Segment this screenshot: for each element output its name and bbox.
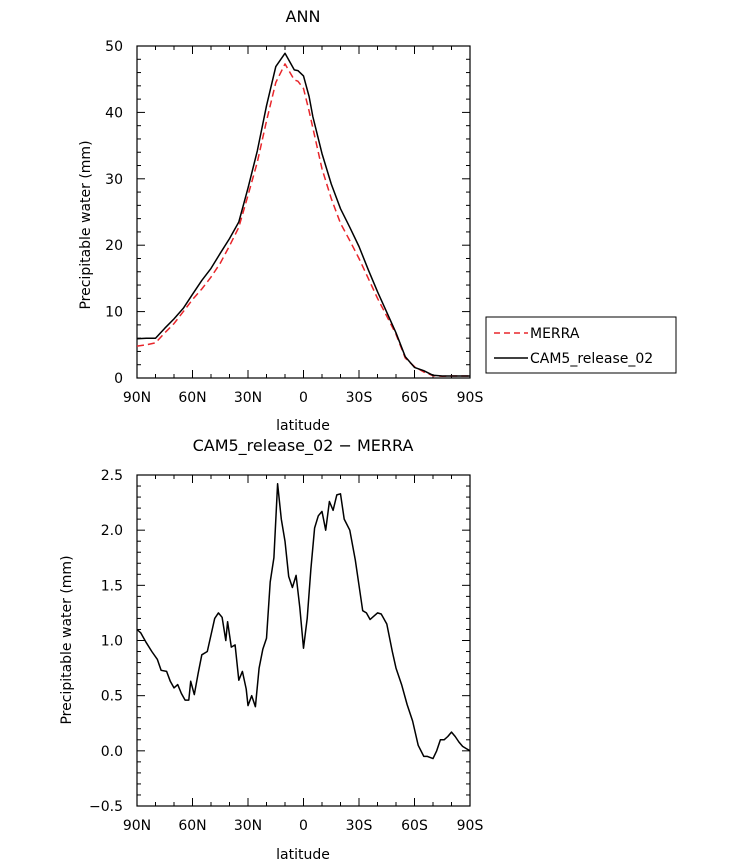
- x-tick-label: 60S: [401, 390, 428, 406]
- x-tick-label: 90N: [123, 390, 151, 406]
- series-line-cam5-release-02: [136, 52, 470, 377]
- legend-box: [485, 316, 677, 374]
- top-plot-frame: [136, 45, 471, 379]
- y-tick-label: 0: [114, 371, 123, 387]
- top-ticks: [136, 45, 471, 379]
- x-tick-label: 90N: [123, 818, 151, 834]
- legend-label-cam5: CAM5_release_02: [530, 351, 653, 367]
- x-tick-label: 30N: [234, 818, 262, 834]
- y-tick-label: 2.0: [101, 523, 123, 539]
- bottom-y-axis-label: Precipitable water (mm): [59, 555, 75, 724]
- series-line-merra: [136, 63, 470, 378]
- top-x-axis-label: latitude: [276, 418, 330, 434]
- legend-label-merra: MERRA: [530, 326, 580, 342]
- y-tick-label: 1.5: [101, 578, 123, 594]
- y-tick-label: 2.5: [101, 468, 123, 484]
- top-y-axis-label: Precipitable water (mm): [78, 140, 94, 309]
- bottom-series-lines: [136, 483, 471, 760]
- x-tick-label: 0: [299, 390, 308, 406]
- bottom-y-tick-labels: −0.5 0.0 0.5 1.0 1.5 2.0 2.5: [89, 468, 123, 815]
- x-tick-label: 60N: [178, 390, 206, 406]
- x-tick-label: 60S: [401, 818, 428, 834]
- top-x-tick-labels: 90N 60N 30N 0 30S 60S 90S: [123, 390, 484, 406]
- y-tick-label: 20: [105, 238, 123, 254]
- x-tick-label: 90S: [457, 390, 484, 406]
- bottom-x-tick-labels: 90N 60N 30N 0 30S 60S 90S: [123, 818, 484, 834]
- y-tick-label: 30: [105, 172, 123, 188]
- top-legend: MERRA CAM5_release_02: [485, 316, 677, 374]
- y-tick-label: 40: [105, 105, 123, 121]
- bottom-chart-title: CAM5_release_02 − MERRA: [193, 436, 414, 456]
- x-tick-label: 0: [299, 818, 308, 834]
- bottom-ticks: [136, 474, 471, 807]
- top-chart-title: ANN: [286, 7, 321, 26]
- top-series-lines: [136, 52, 470, 378]
- y-tick-label: 0.5: [101, 689, 123, 705]
- x-tick-label: 30S: [346, 818, 373, 834]
- x-tick-label: 30N: [234, 390, 262, 406]
- x-tick-label: 90S: [457, 818, 484, 834]
- series-line-cam5-release-02-merra: [136, 483, 471, 760]
- y-tick-label: −0.5: [89, 799, 123, 815]
- bottom-x-axis-label: latitude: [276, 847, 330, 863]
- y-tick-label: 10: [105, 305, 123, 321]
- bottom-chart: CAM5_release_02 − MERRA 90N 60N 30N 0 30S 60S…: [59, 436, 483, 863]
- x-tick-label: 60N: [178, 818, 206, 834]
- x-tick-label: 30S: [346, 390, 373, 406]
- y-tick-label: 1.0: [101, 634, 123, 650]
- top-y-tick-labels: 0 10 20 30 40 50: [105, 39, 123, 387]
- y-tick-label: 0.0: [101, 744, 123, 760]
- top-chart: ANN 90N 60N 30N 0 30S 60S 90S 0 10 20 30 40 50 lati…: [78, 7, 677, 434]
- y-tick-label: 50: [105, 39, 123, 55]
